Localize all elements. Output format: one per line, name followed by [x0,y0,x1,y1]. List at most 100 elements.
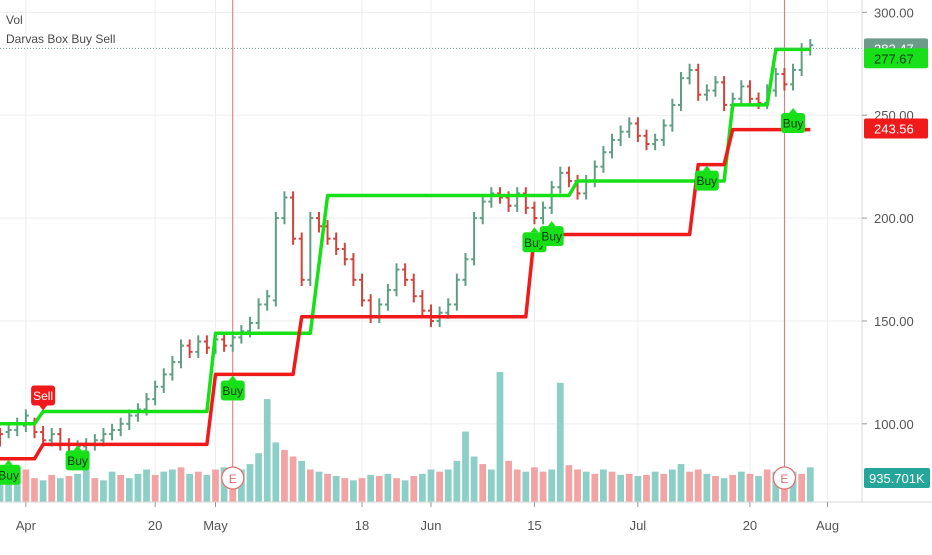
sell-tag: Sell [31,385,56,411]
volume-bar [643,474,650,502]
price-tag: 243.56 [864,118,928,139]
volume-bar [48,474,56,502]
volume-bar [703,473,711,502]
y-tick-label: 150.00 [874,314,914,329]
volume-bar [212,469,219,502]
volume-bar [272,442,280,502]
tag-pointer [73,445,82,451]
volume-bar [22,469,30,502]
volume-bar [513,469,521,502]
price-tag-label: 243.56 [874,121,914,136]
volume-bar [306,469,314,502]
tag-label: Sell [33,389,53,403]
event-circle [221,466,245,490]
volume-bar [720,478,728,502]
volume-bar [651,471,659,502]
volume-bar [289,456,297,502]
tag-label: Buy [222,384,243,398]
volume-bar [13,471,21,502]
volume-bar [358,478,366,502]
volume-tag-box [864,468,930,488]
legend-vol[interactable]: Vol [6,13,23,27]
volume-bar [755,476,762,502]
volume-bar [341,478,349,502]
volume-bar [453,460,461,502]
volume-bar [143,469,150,502]
volume-bar [375,476,383,502]
darvas-upper-line [0,47,811,426]
volume-bar [686,471,693,502]
tag-label: Buy [0,468,19,482]
volume-bar [539,471,547,502]
buy-tag: Buy [220,375,245,401]
volume-bar [772,471,780,502]
y-tick-label: 300.00 [874,5,914,20]
volume-bar [444,469,452,502]
y-tick-label: 100.00 [874,417,914,432]
buy-tag: Buy [0,459,21,485]
volume-bar [65,476,73,502]
volume-bar [582,471,590,502]
tag-box [0,464,21,485]
volume-bar [186,473,194,502]
volume-bar [565,465,573,502]
volume-bar [574,469,581,502]
tag-pointer [39,405,48,411]
volume-bar [789,471,797,502]
x-tick-label: Aug [816,518,839,533]
price-axis-panel [862,0,932,550]
volume-bar [746,473,754,502]
volume-bar [487,469,495,502]
volume-bar [496,372,504,502]
volume-bar [298,460,306,502]
volume-bar [108,471,116,502]
volume-bar [410,476,418,502]
price-tag-box [864,48,928,69]
volume-bar [203,474,211,502]
volume-bar [194,471,202,502]
tag-label: Buy [67,454,88,468]
volume-bar [324,473,331,502]
volume-bar [427,469,435,502]
volume-bar [31,478,38,502]
volume-bar [5,480,12,502]
volume-bar [634,476,642,502]
volume-bar [151,474,159,502]
volume-bar [729,474,737,502]
volume-bar [367,474,375,502]
tag-pointer [789,107,798,113]
volume-bar [694,469,702,502]
volume-bar [281,450,288,502]
volume-bar [125,478,133,502]
volume-bar [255,453,262,502]
tag-pointer [228,375,237,381]
volume-tag: 935.701K [864,468,930,488]
volume-bar [737,471,745,502]
price-tag-box [864,118,928,139]
x-tick-label: Apr [16,518,37,533]
tag-pointer [702,165,711,171]
volume-bar [600,469,607,502]
volume-bar [660,473,668,502]
volume-bar [419,473,426,502]
tag-pointer [530,227,539,233]
earnings-event-marker: E [772,466,797,490]
volume-bar [393,478,400,502]
buy-tag: Buy [781,107,806,133]
volume-bar [56,478,64,502]
volume-bar [160,471,168,502]
legend-indicator[interactable]: Darvas Box Buy Sell [6,32,116,46]
x-tick-label: 18 [355,518,369,533]
x-tick-label: May [203,518,228,533]
tag-box [781,112,806,133]
tag-box [31,385,56,406]
event-label: E [780,472,788,486]
volume-bar [100,480,107,502]
volume-bar [39,480,47,502]
volume-bar [436,471,443,502]
volume-bar [470,456,478,502]
y-tick-label: 200.00 [874,211,914,226]
tag-label: Buy [783,116,804,130]
volume-bar [591,473,599,502]
